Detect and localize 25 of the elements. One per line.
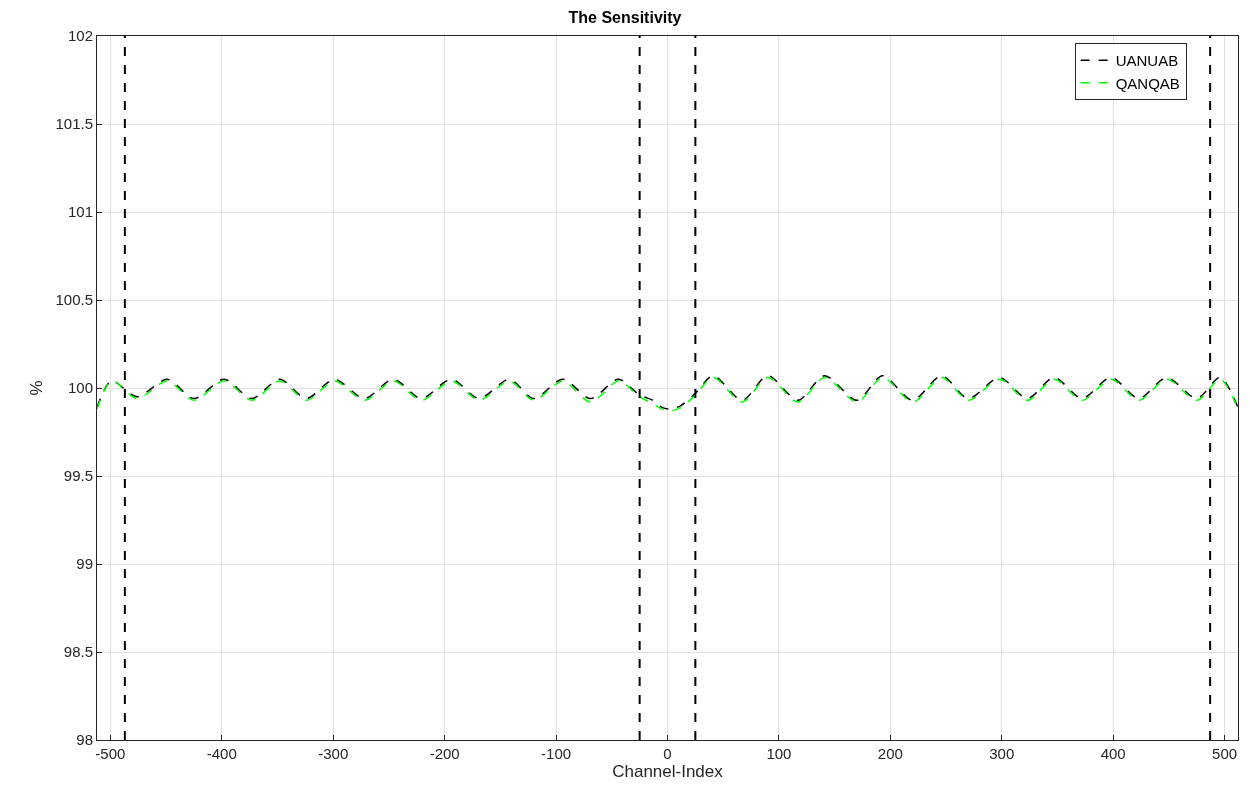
y-tick-label: 98.5	[63, 643, 93, 661]
y-tick-label: 101	[67, 203, 93, 221]
x-axis-title: Channel-Index	[612, 762, 724, 782]
x-tick-label: -400	[206, 745, 237, 762]
x-tick-label: -100	[541, 745, 572, 762]
x-tick-label: 300	[989, 745, 1015, 762]
x-tick-label: 400	[1100, 745, 1126, 762]
x-tick-label: -200	[429, 745, 460, 762]
x-tick-label: 0	[663, 745, 672, 762]
x-tick-label: 500	[1212, 745, 1238, 762]
x-tick-label: -300	[318, 745, 349, 762]
y-tick-label: 99.5	[63, 467, 93, 485]
chart-title: The Sensitivity	[568, 9, 682, 27]
y-tick-label: 98	[76, 731, 93, 749]
legend-label: UANUAB	[1115, 52, 1179, 70]
legend-label: QANQAB	[1115, 74, 1180, 92]
x-tick-label: 200	[877, 745, 903, 762]
x-tick-label: 100	[766, 745, 792, 762]
y-tick-label: 101.5	[55, 115, 93, 133]
y-tick-label: 100	[67, 379, 93, 397]
y-tick-label: 99	[76, 555, 93, 573]
y-tick-label: 100.5	[55, 291, 93, 309]
y-tick-label: 102	[67, 27, 93, 45]
y-axis-title: %	[27, 380, 46, 396]
x-tick-label: -500	[95, 745, 126, 762]
